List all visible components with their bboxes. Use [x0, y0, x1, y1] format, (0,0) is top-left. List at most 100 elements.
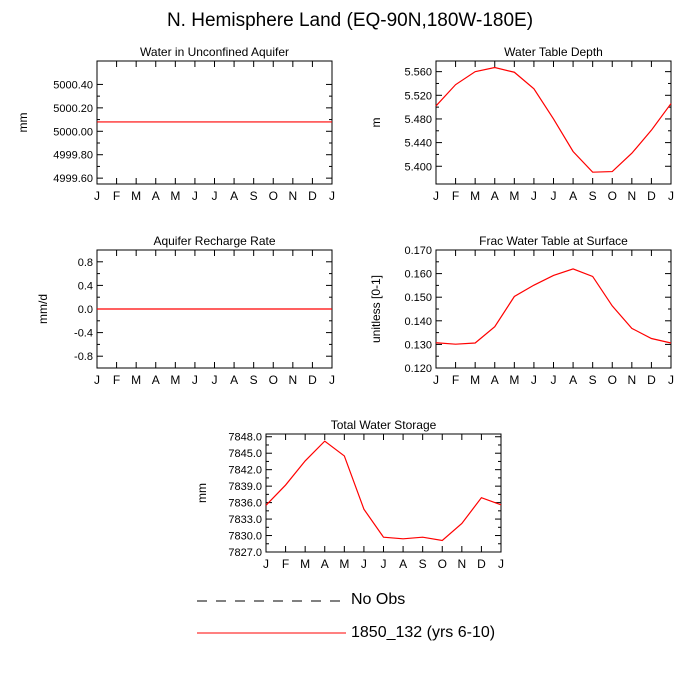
plot-frame	[265, 433, 502, 553]
y-tick-label: 5.560	[404, 67, 432, 79]
page-title: N. Hemisphere Land (EQ-90N,180W-180E)	[166, 10, 534, 31]
x-tick-label: J	[531, 373, 537, 387]
y-tick-label: 0.160	[404, 269, 432, 281]
x-tick-label: J	[433, 189, 439, 203]
x-tick-label: N	[627, 373, 636, 387]
x-tick-label: J	[192, 373, 198, 387]
y-tick-label: 5000.20	[53, 103, 93, 115]
y-axis-label: mm/d	[36, 294, 50, 324]
y-tick-label: 5000.00	[53, 126, 93, 138]
x-tick-label: A	[152, 189, 160, 203]
x-tick-label: O	[269, 373, 278, 387]
x-tick-label: M	[470, 373, 480, 387]
plot-frame	[435, 60, 672, 185]
y-tick-label: 0.4	[78, 280, 93, 292]
x-tick-label: A	[491, 373, 499, 387]
y-tick-label: -0.4	[74, 328, 93, 340]
y-tick-label: -0.8	[74, 351, 93, 363]
x-tick-label: A	[230, 373, 238, 387]
x-tick-label: M	[170, 189, 180, 203]
x-tick-label: F	[452, 189, 459, 203]
x-tick-label: A	[152, 373, 160, 387]
x-tick-label: S	[589, 189, 597, 203]
y-tick-label: 5.400	[404, 161, 432, 173]
x-tick-label: J	[192, 189, 198, 203]
x-tick-label: A	[399, 557, 407, 571]
y-tick-label: 7839.0	[228, 481, 262, 493]
x-tick-label: J	[212, 189, 218, 203]
y-tick-label: 0.140	[404, 316, 432, 328]
x-tick-label: D	[308, 189, 317, 203]
x-tick-label: A	[491, 189, 499, 203]
x-tick-label: D	[477, 557, 486, 571]
x-tick-label: J	[433, 373, 439, 387]
x-tick-label: J	[329, 373, 335, 387]
y-tick-label: 7827.0	[228, 547, 262, 559]
x-tick-label: F	[452, 373, 459, 387]
y-tick-label: 4999.80	[53, 150, 93, 162]
x-tick-label: S	[589, 373, 597, 387]
x-tick-label: M	[131, 373, 141, 387]
x-tick-label: M	[470, 189, 480, 203]
x-tick-label: O	[269, 189, 278, 203]
chart-title: Aquifer Recharge Rate	[153, 234, 275, 248]
x-tick-label: J	[361, 557, 367, 571]
chart-title: Frac Water Table at Surface	[479, 234, 628, 248]
x-tick-label: N	[457, 557, 466, 571]
x-tick-label: N	[288, 189, 297, 203]
y-tick-label: 0.8	[78, 257, 93, 269]
x-tick-label: J	[212, 373, 218, 387]
x-tick-label: N	[288, 373, 297, 387]
series-line	[435, 66, 672, 173]
y-tick-label: 5.440	[404, 138, 432, 150]
x-tick-label: J	[381, 557, 387, 571]
y-tick-label: 7836.0	[228, 498, 262, 510]
x-tick-label: M	[131, 189, 141, 203]
x-tick-label: J	[329, 189, 335, 203]
x-tick-label: O	[608, 373, 617, 387]
x-tick-label: F	[113, 373, 120, 387]
x-tick-label: M	[509, 189, 519, 203]
chart-title: Water in Unconfined Aquifer	[140, 45, 289, 59]
x-tick-label: J	[263, 557, 269, 571]
x-tick-label: M	[300, 557, 310, 571]
x-tick-label: J	[551, 373, 557, 387]
y-tick-label: 5.520	[404, 90, 432, 102]
y-axis-label: unitless [0-1]	[369, 275, 383, 343]
y-axis-label: mm	[195, 483, 209, 503]
y-tick-label: 4999.60	[53, 173, 93, 185]
x-tick-label: J	[94, 373, 100, 387]
x-tick-label: O	[438, 557, 447, 571]
x-tick-label: S	[250, 373, 258, 387]
x-tick-label: A	[569, 189, 577, 203]
y-tick-label: 0.130	[404, 339, 432, 351]
x-tick-label: M	[339, 557, 349, 571]
x-tick-label: A	[321, 557, 329, 571]
y-tick-label: 0.120	[404, 363, 432, 375]
series-line	[435, 268, 672, 345]
x-tick-label: O	[608, 189, 617, 203]
y-tick-label: 0.150	[404, 292, 432, 304]
x-tick-label: M	[509, 373, 519, 387]
x-tick-label: J	[94, 189, 100, 203]
x-tick-label: F	[282, 557, 289, 571]
series-line	[265, 440, 502, 542]
y-axis-label: m	[369, 118, 383, 128]
y-tick-label: 7842.0	[228, 465, 262, 477]
y-tick-label: 7833.0	[228, 514, 262, 526]
x-tick-label: D	[308, 373, 317, 387]
x-tick-label: S	[250, 189, 258, 203]
x-tick-label: J	[498, 557, 504, 571]
x-tick-label: J	[668, 373, 674, 387]
x-tick-label: A	[230, 189, 238, 203]
y-tick-label: 5.480	[404, 114, 432, 126]
y-axis-label: mm	[16, 113, 30, 133]
x-tick-label: D	[647, 373, 656, 387]
x-tick-label: D	[647, 189, 656, 203]
x-tick-label: J	[531, 189, 537, 203]
x-tick-label: A	[569, 373, 577, 387]
x-tick-label: S	[419, 557, 427, 571]
